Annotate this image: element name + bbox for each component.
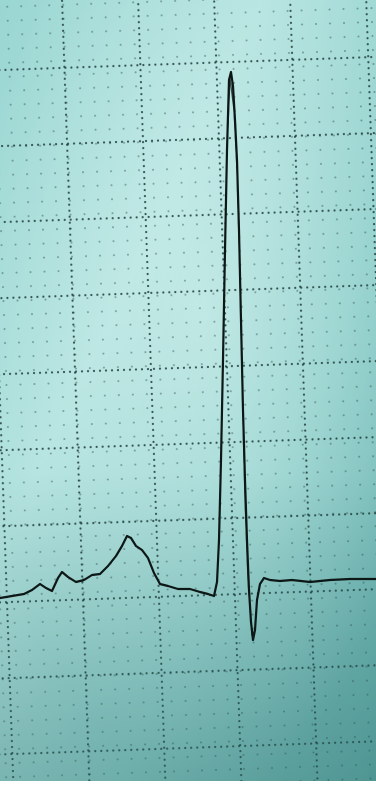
- ecg-trace: [0, 70, 376, 642]
- bottom-white-border: [0, 781, 376, 787]
- ecg-trace-echo: [224, 77, 253, 637]
